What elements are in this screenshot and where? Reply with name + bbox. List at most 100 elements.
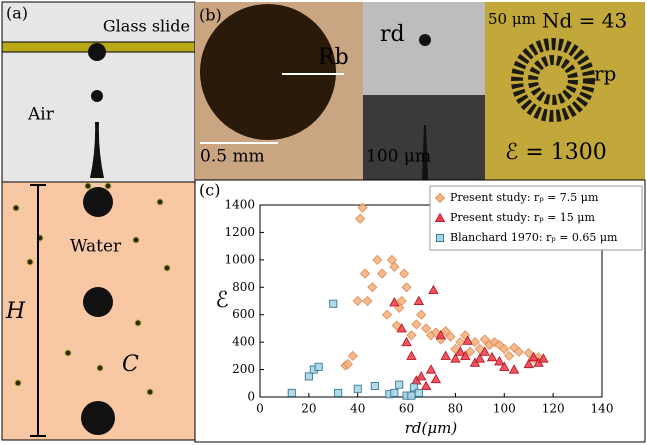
square-point xyxy=(370,382,379,391)
triangle-point xyxy=(420,380,432,391)
square-point xyxy=(329,299,338,308)
jet xyxy=(90,122,104,178)
diamond-point xyxy=(469,337,481,348)
square-point xyxy=(314,362,323,371)
diamond-point xyxy=(359,268,371,279)
diamond-point xyxy=(377,268,388,279)
square-point xyxy=(407,391,416,400)
diamond-point xyxy=(465,346,476,357)
triangle-point xyxy=(494,356,505,366)
square-point xyxy=(353,384,362,393)
diamond-point xyxy=(416,309,427,320)
triangle-point xyxy=(523,358,534,369)
legend-label: Blanchard 1970: rₚ = 0.65 μm xyxy=(450,231,618,244)
legend-label: Present study: rₚ = 7.5 μm xyxy=(450,191,599,204)
jet-photo xyxy=(422,125,428,180)
legend-marker xyxy=(435,233,444,242)
diamond-point xyxy=(460,330,471,341)
drop-photo xyxy=(419,34,431,46)
label: Air xyxy=(27,105,55,125)
x-tick-label: 140 xyxy=(591,402,614,416)
diamond-point xyxy=(401,282,412,293)
triangle-point xyxy=(474,353,486,363)
diamond-point xyxy=(504,350,515,361)
label: Nd = 43 xyxy=(542,9,627,33)
panel-label: (a) xyxy=(6,4,28,23)
y-tick-label: 600 xyxy=(232,307,255,321)
label: rp xyxy=(594,62,616,86)
y-tick-label: 1400 xyxy=(224,198,255,212)
triangle-point xyxy=(508,364,520,374)
diamond-point xyxy=(523,348,534,359)
triangle-point xyxy=(486,351,498,362)
diamond-point xyxy=(430,327,441,338)
x-tick-label: 100 xyxy=(493,402,516,416)
bubble-photo xyxy=(200,4,336,140)
square-point xyxy=(334,388,343,397)
label: Water xyxy=(70,237,122,257)
diamond-point xyxy=(396,295,407,307)
square-point xyxy=(395,380,404,389)
diamond-point xyxy=(508,342,520,353)
triangle-point xyxy=(425,364,437,374)
label: Rb xyxy=(318,45,349,70)
square-point xyxy=(414,388,423,397)
diamond-point xyxy=(342,359,354,370)
label: H xyxy=(5,299,26,324)
triangle-point xyxy=(440,350,451,360)
diamond-point xyxy=(372,254,383,265)
diamond-point xyxy=(347,350,358,361)
panel-label: (c) xyxy=(199,181,220,200)
diamond-point xyxy=(357,202,368,213)
label: rd xyxy=(380,22,405,47)
x-axis-label: rd(μm) xyxy=(405,419,458,437)
bubble xyxy=(81,401,115,435)
y-tick-label: 0 xyxy=(247,390,255,404)
diamond-point xyxy=(499,343,510,355)
diamond-point xyxy=(355,213,366,224)
diamond-point xyxy=(362,295,373,307)
legend-marker xyxy=(434,192,446,204)
diamond-point xyxy=(494,339,505,350)
diamond-point xyxy=(440,326,451,337)
label: Glass slide xyxy=(103,17,190,36)
y-tick-label: 1000 xyxy=(224,252,255,266)
panel-label: (b) xyxy=(199,6,222,25)
diamond-point xyxy=(411,319,422,330)
x-tick-label: 80 xyxy=(448,402,463,416)
label: C xyxy=(122,352,139,377)
diamond-point xyxy=(406,330,417,341)
triangle-point xyxy=(479,346,490,356)
square-point xyxy=(304,372,313,381)
x-tick-label: 0 xyxy=(256,402,264,416)
x-tick-label: 40 xyxy=(350,402,365,416)
triangle-point xyxy=(435,329,446,340)
label: 0.5 mm xyxy=(200,147,265,167)
legend-marker xyxy=(434,212,446,222)
droplet xyxy=(91,90,103,102)
x-tick-label: 120 xyxy=(542,402,565,416)
label: 50 μm xyxy=(488,10,536,28)
triangle-point xyxy=(406,350,417,360)
y-tick-label: 200 xyxy=(232,362,255,376)
square-point xyxy=(287,388,296,397)
y-tick-label: 400 xyxy=(232,335,255,349)
triangle-point xyxy=(416,371,427,381)
x-tick-label: 60 xyxy=(399,402,414,416)
y-tick-label: 800 xyxy=(232,280,255,294)
particles xyxy=(12,182,171,396)
label: 100 μm xyxy=(366,147,431,167)
triangle-point xyxy=(428,284,439,295)
x-tick-label: 20 xyxy=(301,402,316,416)
triangle-point xyxy=(401,336,412,347)
triangle-point xyxy=(413,295,424,305)
diamond-point xyxy=(381,309,393,320)
diamond-point xyxy=(391,320,402,331)
diamond-point xyxy=(513,346,525,357)
legend-label: Present study: rₚ = 15 μm xyxy=(450,211,595,224)
square-point xyxy=(390,388,399,397)
particle-cluster xyxy=(528,55,578,105)
legend-box xyxy=(429,185,643,251)
triangle-point xyxy=(499,361,510,371)
